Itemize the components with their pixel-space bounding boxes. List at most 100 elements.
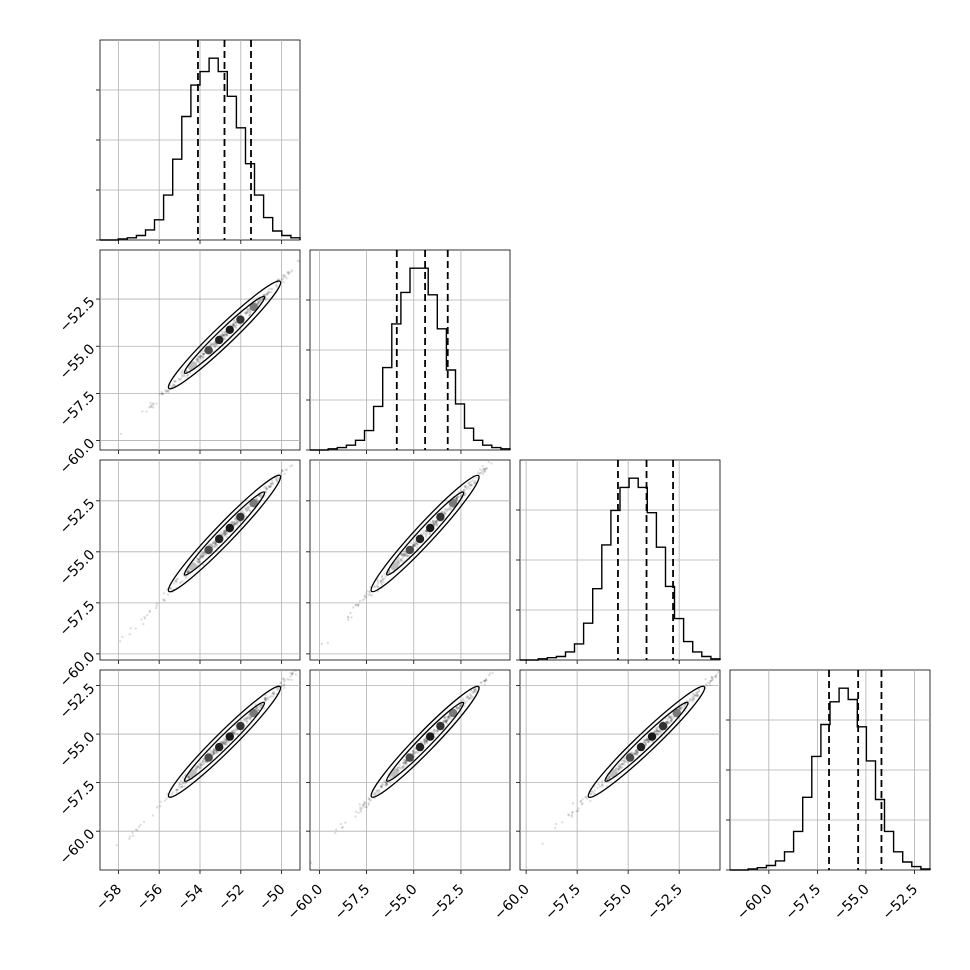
sample-point	[232, 322, 235, 326]
sample-point	[359, 808, 362, 811]
sample-point	[175, 578, 178, 581]
sample-point	[396, 560, 399, 563]
sample-point	[459, 704, 463, 707]
sample-point	[363, 594, 366, 598]
sample-point	[226, 333, 229, 337]
density-blob	[405, 545, 414, 555]
sample-point	[225, 333, 229, 336]
sample-point	[152, 402, 155, 405]
sample-point	[570, 811, 574, 814]
sample-point	[381, 783, 384, 786]
sample-point	[172, 582, 176, 585]
sample-point	[166, 593, 170, 596]
panel-2-2	[516, 459, 721, 664]
sample-point	[209, 543, 212, 547]
panel-1-0: −60.0 −57.5 −55.0 −52.5	[57, 249, 301, 477]
sample-point	[183, 375, 186, 378]
sample-point	[403, 553, 406, 556]
sample-point	[186, 569, 189, 572]
sample-point	[181, 371, 184, 374]
sample-point	[620, 762, 623, 766]
sample-point	[483, 683, 486, 686]
sample-point	[654, 729, 657, 732]
sample-point	[340, 826, 344, 829]
sample-point	[235, 522, 238, 525]
sample-point	[401, 556, 404, 560]
sample-point	[291, 671, 295, 674]
sample-point	[320, 642, 324, 646]
sample-point	[220, 334, 224, 337]
sample-point	[411, 544, 414, 547]
sample-point	[215, 344, 218, 347]
sample-point	[298, 260, 301, 263]
sample-point	[232, 323, 235, 326]
sample-point	[269, 485, 272, 488]
sample-point	[592, 792, 595, 795]
sample-point	[197, 559, 200, 562]
sample-point	[194, 767, 197, 770]
sample-point	[256, 706, 259, 710]
sample-point	[137, 825, 141, 829]
sample-point	[490, 462, 493, 465]
sample-point	[222, 740, 225, 743]
sample-point	[160, 390, 164, 394]
x-tick-label: −50	[256, 882, 288, 914]
sample-point	[446, 716, 449, 719]
sample-point	[290, 678, 293, 682]
sample-point	[275, 285, 278, 288]
sample-point	[408, 554, 411, 558]
sample-point	[180, 786, 184, 789]
sample-point	[246, 309, 250, 312]
sample-point	[432, 519, 435, 522]
sample-point	[274, 477, 277, 480]
sample-point	[224, 741, 227, 744]
sample-point	[468, 483, 471, 487]
sample-point	[221, 334, 225, 338]
sample-point	[335, 828, 338, 831]
sample-point	[244, 312, 248, 315]
sample-point	[367, 802, 370, 805]
sample-point	[183, 781, 186, 785]
sample-point	[186, 571, 189, 574]
sample-point	[223, 530, 227, 533]
sample-point	[226, 334, 229, 338]
sample-point	[198, 356, 202, 359]
y-tick-label: −55.0	[57, 341, 99, 383]
sample-point	[222, 334, 225, 337]
sample-point	[215, 543, 218, 547]
sample-point	[199, 763, 203, 766]
sample-point	[455, 497, 458, 500]
sample-point	[270, 482, 274, 485]
sample-point	[219, 740, 222, 744]
sample-point	[279, 681, 283, 684]
sample-point	[229, 323, 232, 327]
sample-point	[691, 695, 694, 698]
sample-point	[285, 277, 288, 280]
sample-point	[269, 290, 273, 294]
density-blob	[658, 721, 668, 731]
sample-point	[443, 716, 446, 719]
sample-point	[200, 351, 203, 354]
sample-point	[281, 274, 285, 277]
sample-point	[714, 676, 717, 679]
sample-point	[247, 713, 251, 717]
sample-point	[258, 298, 261, 301]
sample-point	[172, 384, 176, 387]
sample-point	[473, 690, 476, 693]
sample-point	[224, 533, 227, 536]
sample-point	[243, 719, 246, 723]
sample-point	[425, 533, 428, 536]
sample-point	[199, 357, 203, 360]
sample-point	[443, 512, 446, 515]
sample-point	[204, 553, 208, 556]
sample-point	[381, 578, 384, 582]
sample-point	[416, 751, 420, 754]
y-tick-label: −55.0	[57, 729, 99, 771]
sample-point	[187, 570, 190, 573]
sample-point	[166, 389, 169, 392]
sample-point	[152, 406, 155, 409]
sample-point	[209, 343, 212, 347]
sample-point	[478, 468, 482, 471]
sample-point	[346, 615, 350, 618]
sample-point	[200, 556, 203, 559]
